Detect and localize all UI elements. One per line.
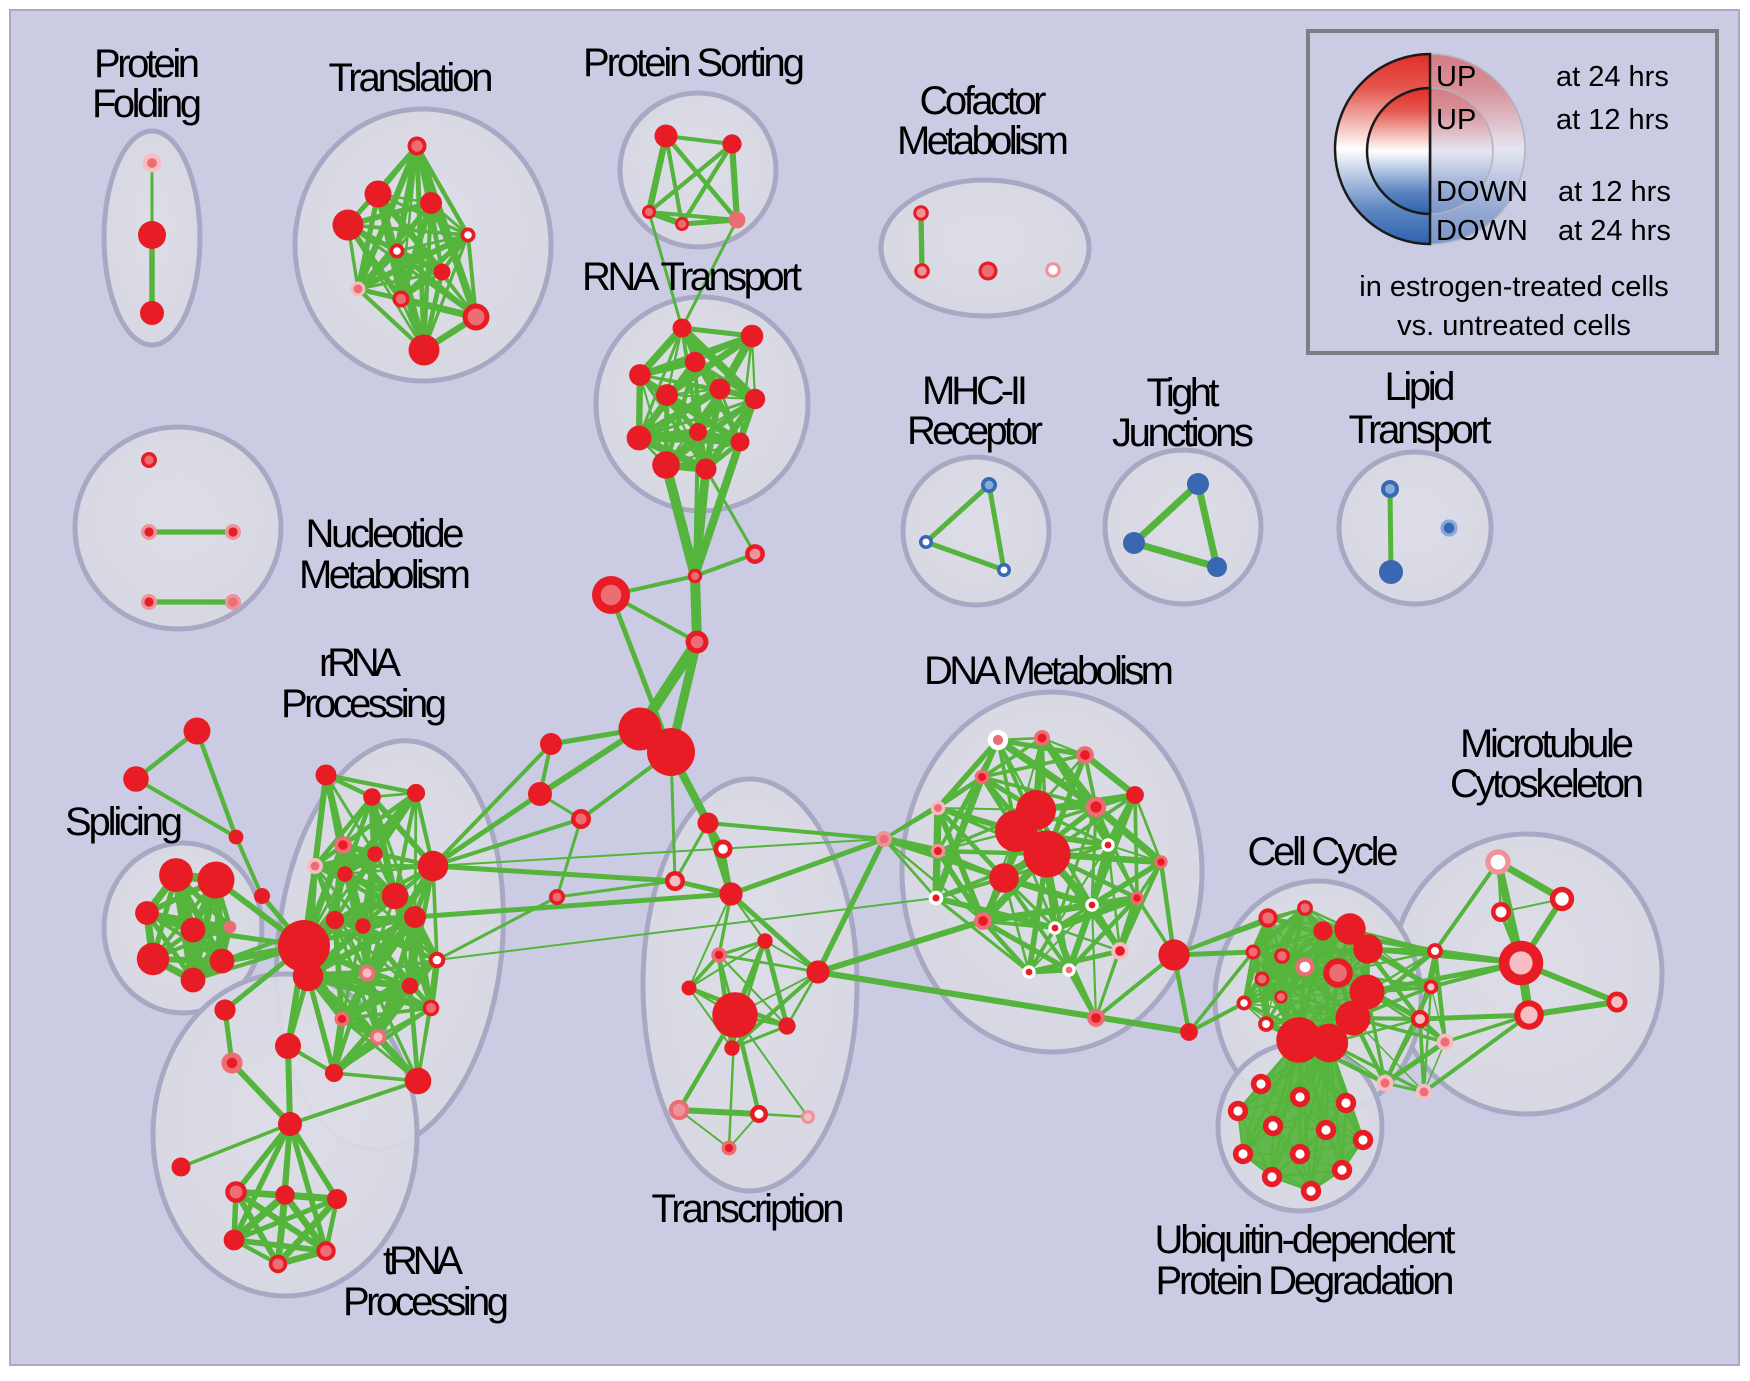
svg-text:Tight: Tight [1147, 371, 1220, 415]
svg-text:Microtubule: Microtubule [1460, 722, 1634, 766]
svg-text:UP: UP [1436, 61, 1476, 93]
svg-text:at 24 hrs: at 24 hrs [1556, 61, 1669, 93]
svg-text:Protein Degradation: Protein Degradation [1156, 1259, 1455, 1303]
svg-text:Protein: Protein [94, 42, 200, 86]
svg-text:Ubiquitin-dependent: Ubiquitin-dependent [1155, 1218, 1456, 1262]
svg-text:Transport: Transport [1349, 408, 1492, 452]
svg-text:Lipid: Lipid [1385, 365, 1456, 409]
svg-text:MHC-II: MHC-II [922, 369, 1028, 413]
svg-text:at 24 hrs: at 24 hrs [1558, 215, 1671, 247]
svg-text:DOWN: DOWN [1436, 215, 1528, 247]
svg-text:Junctions: Junctions [1112, 411, 1254, 455]
svg-text:RNA Transport: RNA Transport [582, 255, 802, 299]
svg-text:tRNA: tRNA [383, 1239, 463, 1283]
svg-text:at 12 hrs: at 12 hrs [1556, 104, 1669, 136]
svg-text:Protein Sorting: Protein Sorting [583, 41, 805, 85]
svg-text:Metabolism: Metabolism [897, 119, 1069, 163]
svg-text:Cell Cycle: Cell Cycle [1248, 830, 1399, 874]
svg-text:Cofactor: Cofactor [920, 79, 1047, 123]
svg-text:in estrogen-treated cells: in estrogen-treated cells [1359, 271, 1669, 303]
svg-text:Receptor: Receptor [907, 409, 1043, 453]
svg-text:Splicing: Splicing [65, 800, 183, 844]
svg-text:DOWN: DOWN [1436, 176, 1528, 208]
svg-text:Processing: Processing [281, 682, 447, 726]
svg-text:at 12 hrs: at 12 hrs [1558, 176, 1671, 208]
svg-text:DNA Metabolism: DNA Metabolism [924, 649, 1174, 693]
svg-text:rRNA: rRNA [319, 641, 401, 685]
svg-text:UP: UP [1436, 104, 1476, 136]
svg-text:Transcription: Transcription [652, 1187, 845, 1231]
svg-text:Nucleotide: Nucleotide [306, 512, 465, 556]
svg-text:Metabolism: Metabolism [299, 553, 471, 597]
svg-text:vs. untreated cells: vs. untreated cells [1397, 310, 1631, 342]
svg-text:Cytoskeleton: Cytoskeleton [1450, 762, 1644, 806]
svg-text:Processing: Processing [343, 1280, 509, 1324]
svg-text:Translation: Translation [329, 56, 494, 100]
svg-text:Folding: Folding [92, 82, 202, 126]
